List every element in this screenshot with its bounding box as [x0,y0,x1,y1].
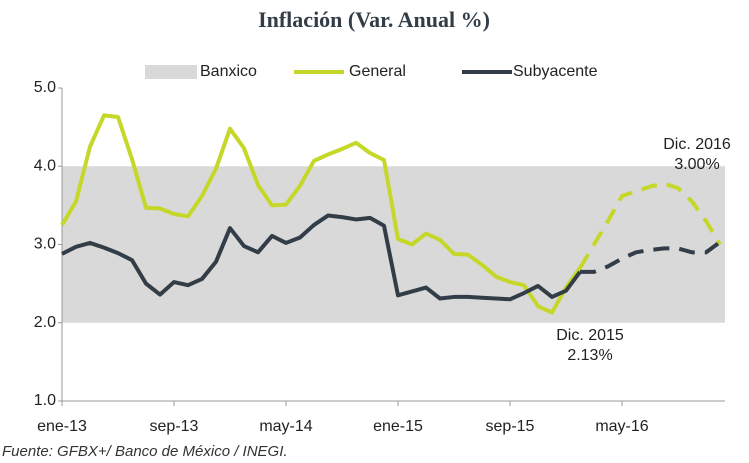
source: Fuente: GFBX+/ Banco de México / INEGI. [2,443,288,460]
x-tick-label: ene-13 [37,418,87,435]
legend-label: Subyacente [513,63,598,80]
forecast-line [578,181,722,269]
chart-title: Inflación (Var. Anual %) [258,7,490,32]
x-tick-label: may-16 [595,418,648,435]
legend-label: General [349,63,406,80]
y-tick-label: 4.0 [34,157,56,174]
y-tick-label: 1.0 [34,392,56,409]
series-line [61,213,582,302]
annotation: 2.13% [567,347,612,364]
y-tick-label: 5.0 [34,79,56,96]
annotation: 3.00% [674,156,719,173]
x-tick-label: may-14 [259,418,312,435]
annotation: Dic. 2015 [556,327,624,344]
y-tick-label: 3.0 [34,236,56,253]
band [62,166,725,323]
x-tick-label: sep-15 [486,418,535,435]
legend-swatch [145,65,197,79]
x-tick-label: ene-15 [373,418,423,435]
y-tick-label: 2.0 [34,314,56,331]
legend-label: Banxico [200,63,257,80]
series-line [60,113,582,315]
annotation: Dic. 2016 [663,136,731,153]
x-tick-label: sep-13 [150,418,199,435]
